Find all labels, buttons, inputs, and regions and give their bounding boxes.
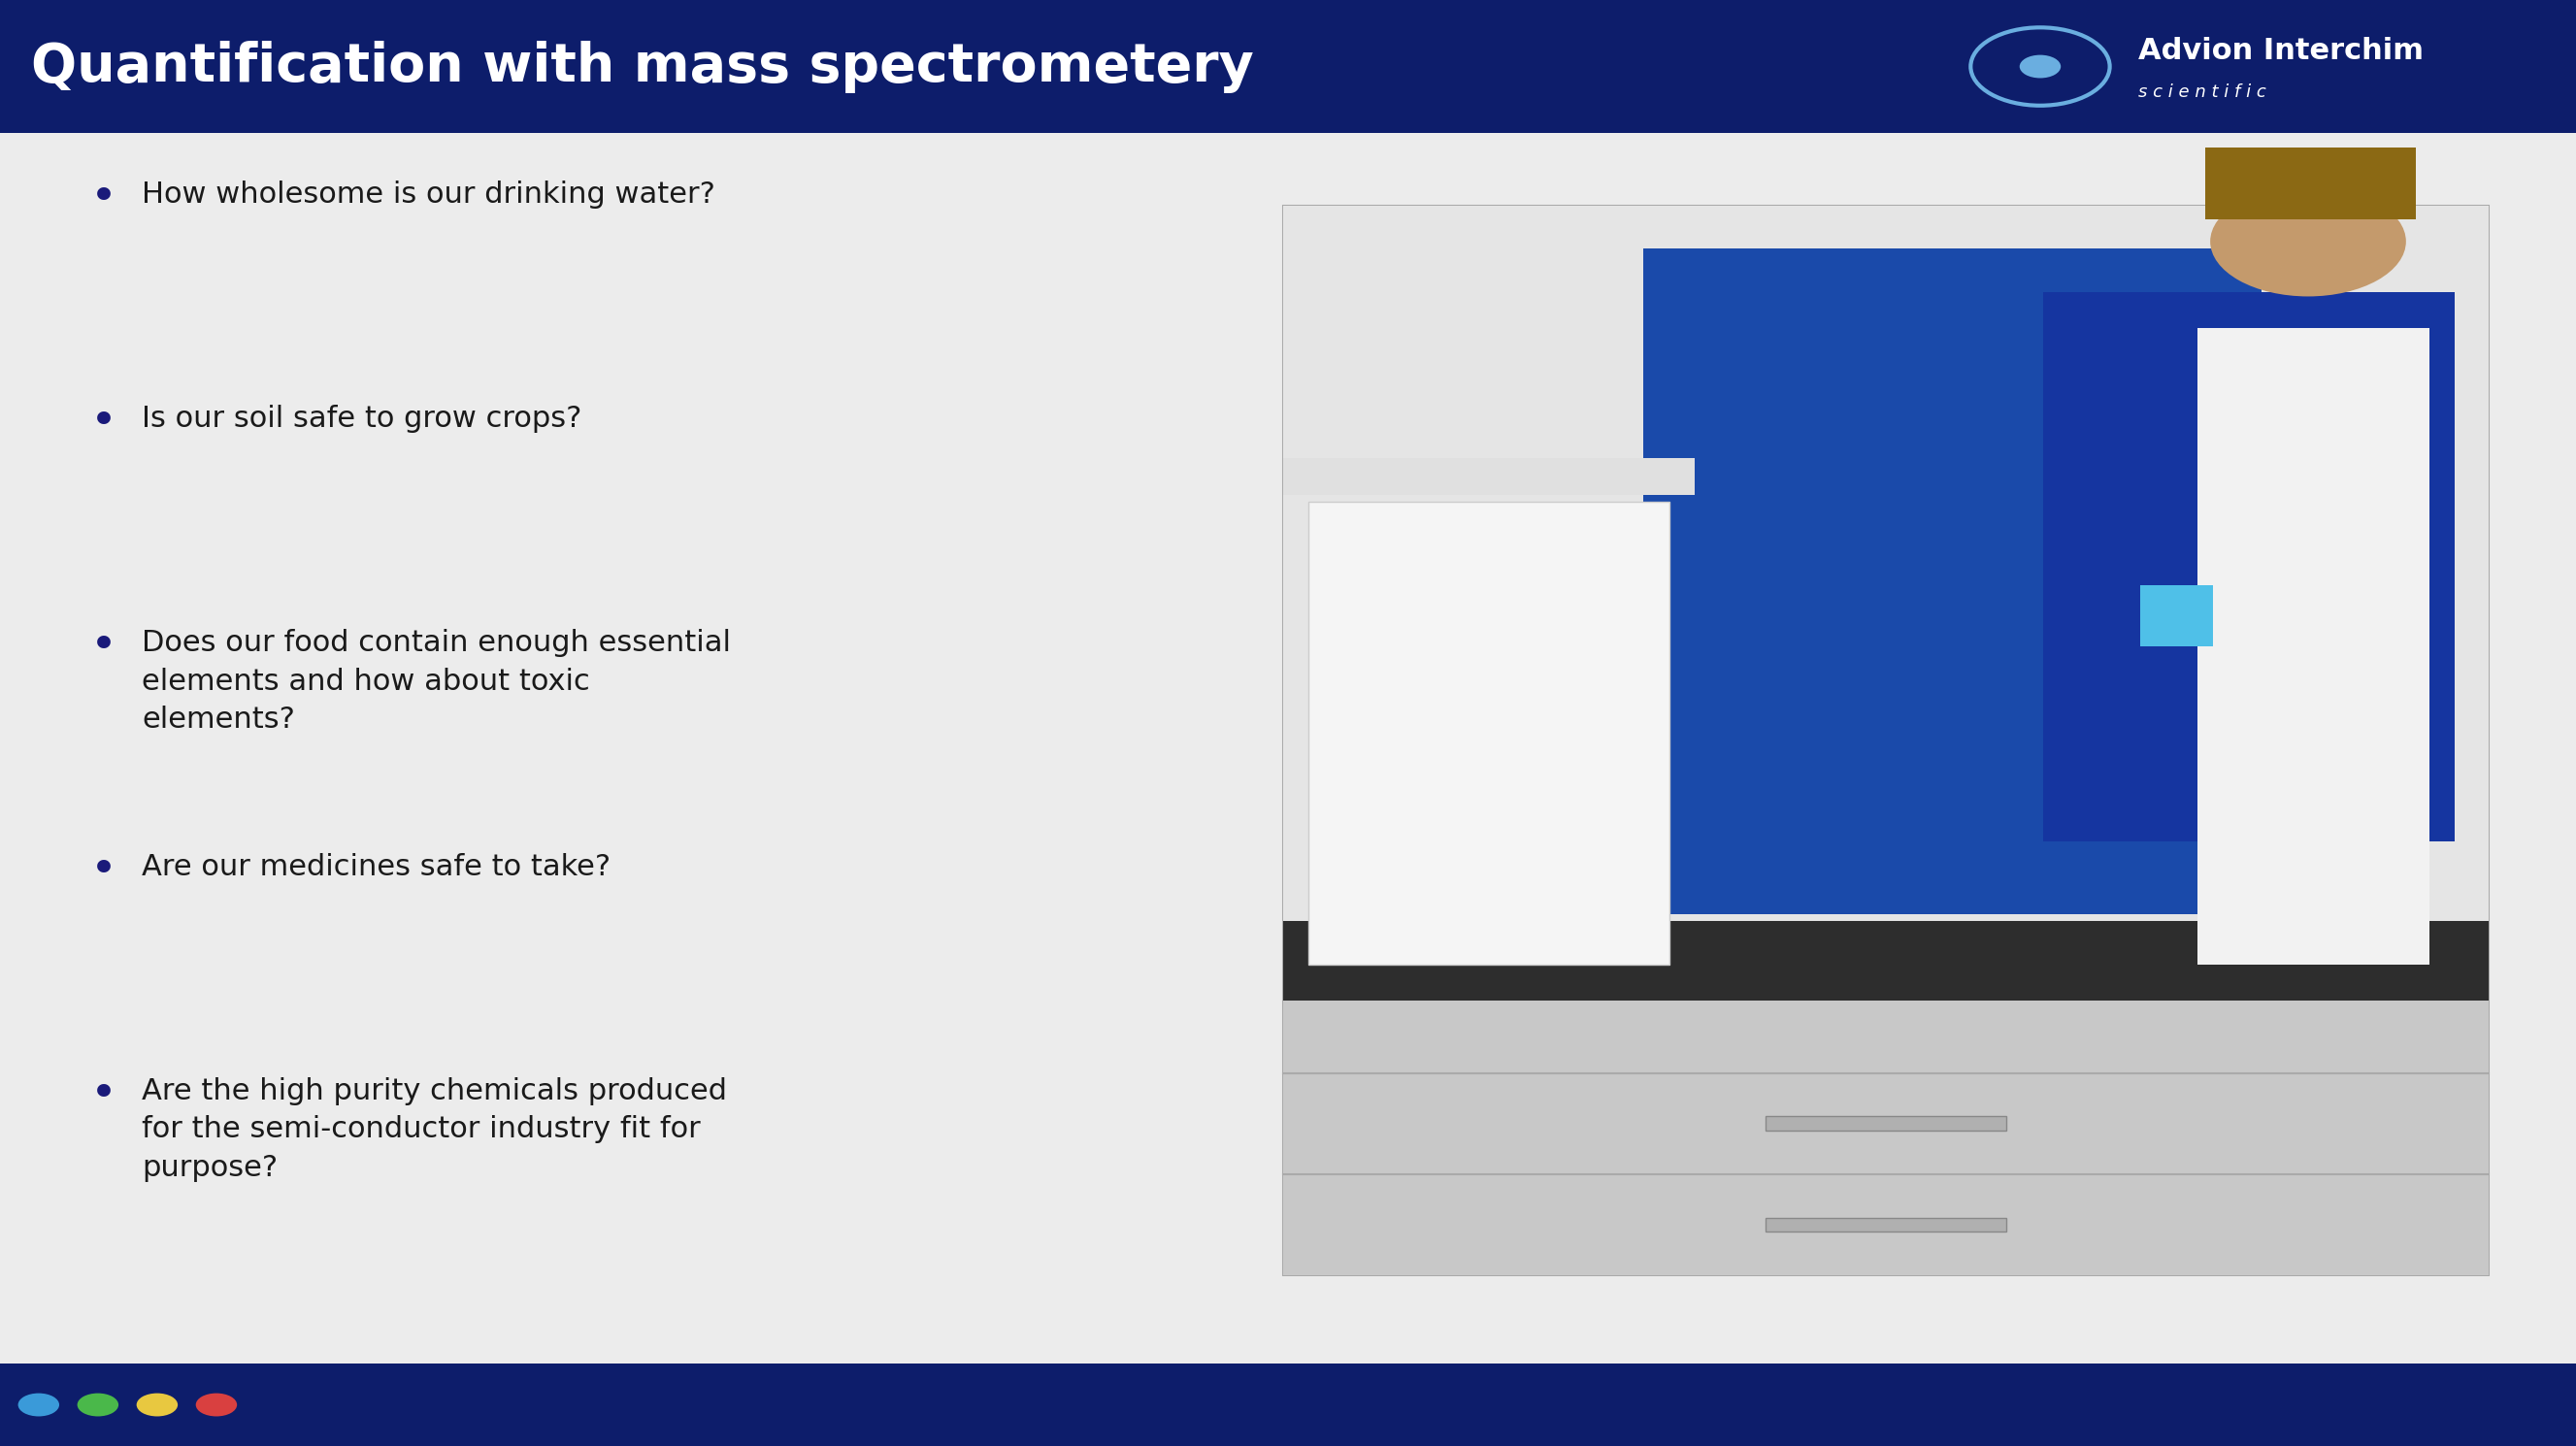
FancyBboxPatch shape xyxy=(2197,328,2429,964)
Text: How wholesome is our drinking water?: How wholesome is our drinking water? xyxy=(142,181,716,208)
Circle shape xyxy=(18,1394,59,1417)
Circle shape xyxy=(77,1394,118,1417)
Text: •: • xyxy=(90,849,118,892)
Circle shape xyxy=(2210,187,2406,296)
FancyBboxPatch shape xyxy=(2141,586,2213,646)
FancyBboxPatch shape xyxy=(1283,921,2488,1001)
FancyBboxPatch shape xyxy=(1283,458,1695,495)
FancyBboxPatch shape xyxy=(0,1364,2576,1446)
Text: Quantification with mass spectrometery: Quantification with mass spectrometery xyxy=(31,40,1255,93)
FancyBboxPatch shape xyxy=(1283,972,2488,1275)
Text: •: • xyxy=(90,176,118,220)
FancyBboxPatch shape xyxy=(1283,205,2488,957)
FancyBboxPatch shape xyxy=(2043,292,2455,842)
FancyBboxPatch shape xyxy=(1765,1116,2007,1131)
Text: Are the high purity chemicals produced
for the semi-conductor industry fit for
p: Are the high purity chemicals produced f… xyxy=(142,1077,726,1181)
Circle shape xyxy=(2020,55,2061,78)
FancyBboxPatch shape xyxy=(1643,249,2262,914)
Text: •: • xyxy=(90,401,118,444)
Text: Advion Interchim: Advion Interchim xyxy=(2138,36,2424,65)
Circle shape xyxy=(196,1394,237,1417)
Text: Are our medicines safe to take?: Are our medicines safe to take? xyxy=(142,853,611,881)
Text: s c i e n t i f i c: s c i e n t i f i c xyxy=(2138,84,2267,101)
Text: Is our soil safe to grow crops?: Is our soil safe to grow crops? xyxy=(142,405,582,432)
FancyBboxPatch shape xyxy=(0,0,2576,133)
FancyBboxPatch shape xyxy=(2205,147,2416,220)
Circle shape xyxy=(137,1394,178,1417)
Text: •: • xyxy=(90,625,118,668)
Text: A: A xyxy=(2035,58,2045,75)
Text: Does our food contain enough essential
elements and how about toxic
elements?: Does our food contain enough essential e… xyxy=(142,629,732,733)
FancyBboxPatch shape xyxy=(0,133,2576,1364)
FancyBboxPatch shape xyxy=(1765,1218,2007,1232)
FancyBboxPatch shape xyxy=(1283,205,2488,1275)
FancyBboxPatch shape xyxy=(1309,502,1669,964)
Text: •: • xyxy=(90,1073,118,1116)
